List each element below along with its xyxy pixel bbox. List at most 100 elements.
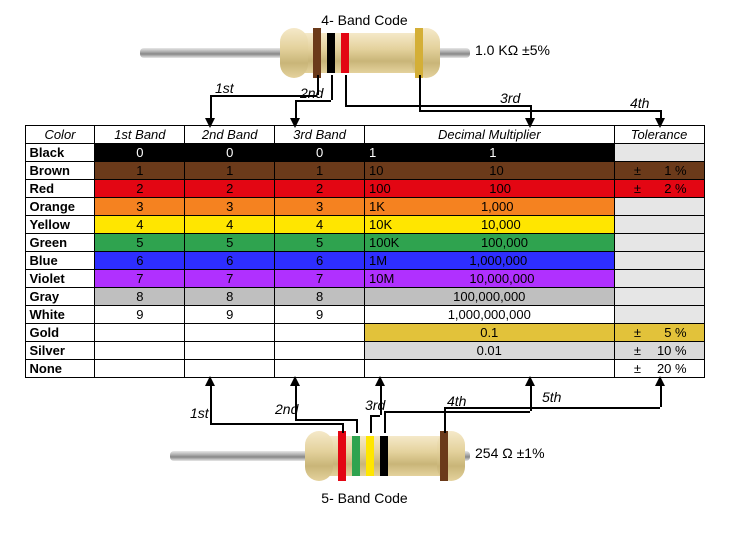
tolerance-cell (614, 252, 704, 270)
multiplier-cell: 1010 (364, 162, 614, 180)
tolerance-cell: ±5 % (614, 324, 704, 342)
color-name: Gray (25, 288, 95, 306)
digit-cell: 4 (275, 216, 365, 234)
tolerance-cell: ±2 % (614, 180, 704, 198)
multiplier-cell: 1M1,000,000 (364, 252, 614, 270)
digit-cell: 5 (185, 234, 275, 252)
color-code-table: Color1st Band2nd Band3rd BandDecimal Mul… (25, 125, 705, 378)
multiplier-cell: 10M10,000,000 (364, 270, 614, 288)
digit-cell: 8 (275, 288, 365, 306)
digit-cell: 1 (185, 162, 275, 180)
digit-cell (185, 360, 275, 378)
color-name: Blue (25, 252, 95, 270)
resistor-band (327, 33, 335, 73)
top-title: 4- Band Code (10, 12, 719, 28)
digit-cell: 5 (95, 234, 185, 252)
band-label: 4th (630, 95, 649, 111)
tolerance-cell (614, 234, 704, 252)
table-row: None ±20 % (25, 360, 704, 378)
digit-cell: 7 (185, 270, 275, 288)
header-4: Decimal Multiplier (364, 126, 614, 144)
digit-cell: 9 (275, 306, 365, 324)
table-row: Gray888100,000,000 (25, 288, 704, 306)
digit-cell (95, 342, 185, 360)
header-0: Color (25, 126, 95, 144)
resistor-band (380, 436, 388, 476)
multiplier-cell: 0.1 (364, 324, 614, 342)
multiplier-cell: 0.01 (364, 342, 614, 360)
header-2: 2nd Band (185, 126, 275, 144)
color-name: None (25, 360, 95, 378)
digit-cell: 8 (95, 288, 185, 306)
digit-cell: 5 (275, 234, 365, 252)
table-row: Yellow44410K10,000 (25, 216, 704, 234)
digit-cell: 4 (95, 216, 185, 234)
digit-cell: 0 (95, 144, 185, 162)
resistor-band (366, 436, 374, 476)
band-label: 3rd (500, 90, 520, 106)
digit-cell: 8 (185, 288, 275, 306)
digit-cell (185, 342, 275, 360)
table-row: Silver0.01±10 % (25, 342, 704, 360)
color-name: Red (25, 180, 95, 198)
table-row: Orange3331K1,000 (25, 198, 704, 216)
bottom-resistor-area: 254 Ω ±1%1st2nd3rd4th5th (10, 378, 719, 488)
tolerance-cell: ±10 % (614, 342, 704, 360)
multiplier-cell: 10K10,000 (364, 216, 614, 234)
digit-cell: 6 (275, 252, 365, 270)
table-row: White9991,000,000,000 (25, 306, 704, 324)
tolerance-cell (614, 270, 704, 288)
color-name: Violet (25, 270, 95, 288)
resistor-value: 1.0 KΩ ±5% (475, 42, 550, 58)
digit-cell: 2 (95, 180, 185, 198)
digit-cell: 1 (275, 162, 365, 180)
digit-cell: 2 (275, 180, 365, 198)
digit-cell (275, 360, 365, 378)
digit-cell: 2 (185, 180, 275, 198)
digit-cell (275, 324, 365, 342)
digit-cell: 9 (95, 306, 185, 324)
digit-cell: 6 (185, 252, 275, 270)
digit-cell (275, 342, 365, 360)
digit-cell: 3 (95, 198, 185, 216)
color-name: Brown (25, 162, 95, 180)
table-row: Red222100100±2 % (25, 180, 704, 198)
multiplier-cell (364, 360, 614, 378)
header-5: Tolerance (614, 126, 704, 144)
multiplier-cell: 100K100,000 (364, 234, 614, 252)
band-label: 5th (542, 389, 561, 405)
resistor-band (338, 431, 346, 481)
multiplier-cell: 1,000,000,000 (364, 306, 614, 324)
multiplier-cell: 11 (364, 144, 614, 162)
resistor-band (352, 436, 360, 476)
band-label: 2nd (300, 85, 323, 101)
tolerance-cell (614, 288, 704, 306)
resistor-band (415, 28, 423, 78)
tolerance-cell: ±1 % (614, 162, 704, 180)
table-row: Blue6661M1,000,000 (25, 252, 704, 270)
color-name: Yellow (25, 216, 95, 234)
tolerance-cell: ±20 % (614, 360, 704, 378)
table-row: Gold0.1±5 % (25, 324, 704, 342)
digit-cell: 7 (275, 270, 365, 288)
digit-cell: 3 (275, 198, 365, 216)
table-row: Violet77710M10,000,000 (25, 270, 704, 288)
band-label: 1st (190, 405, 209, 421)
digit-cell: 4 (185, 216, 275, 234)
band-label: 2nd (275, 401, 298, 417)
multiplier-cell: 1K1,000 (364, 198, 614, 216)
header-3: 3rd Band (275, 126, 365, 144)
resistor-value: 254 Ω ±1% (475, 445, 545, 461)
color-name: Black (25, 144, 95, 162)
resistor-band (341, 33, 349, 73)
resistor-band (440, 431, 448, 481)
header-1: 1st Band (95, 126, 185, 144)
band-label: 3rd (365, 397, 385, 413)
digit-cell (95, 324, 185, 342)
table-row: Brown1111010±1 % (25, 162, 704, 180)
table-row: Green555100K100,000 (25, 234, 704, 252)
color-name: Orange (25, 198, 95, 216)
table-row: Black00011 (25, 144, 704, 162)
digit-cell: 0 (185, 144, 275, 162)
digit-cell: 6 (95, 252, 185, 270)
